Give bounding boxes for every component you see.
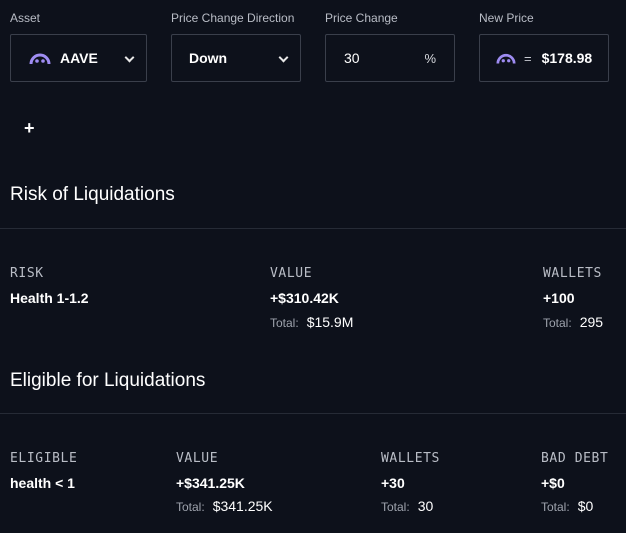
aave-ghost-icon [29, 53, 51, 64]
divider [0, 228, 626, 229]
total-label: Total: [381, 500, 410, 514]
price-change-label: Price Change [325, 11, 398, 25]
total-value: $341.25K [212, 498, 273, 514]
direction-value: Down [189, 50, 228, 66]
bad-debt-column-header: BAD DEBT [541, 451, 609, 466]
chevron-down-icon [124, 52, 135, 63]
percent-unit: % [424, 50, 436, 66]
eligible-column-header: ELIGIBLE [10, 451, 78, 466]
eligible-wallets: +30 [381, 475, 405, 491]
risk-section-title: Risk of Liquidations [10, 184, 175, 205]
risk-column-header: RISK [10, 266, 44, 281]
add-asset-button[interactable]: + [24, 118, 35, 138]
eligible-wallets-total: Total: 30 [381, 498, 433, 514]
wallets-column-header: WALLETS [543, 266, 602, 281]
risk-value: +$310.42K [270, 290, 339, 306]
aave-ghost-icon [496, 53, 516, 64]
risk-wallets-total: Total: 295 [543, 314, 603, 330]
total-label: Total: [270, 316, 299, 330]
eligible-level: health < 1 [10, 475, 75, 491]
risk-value-total: Total: $15.9M [270, 314, 353, 330]
eligible-bad-debt-total: Total: $0 [541, 498, 593, 514]
asset-select[interactable]: AAVE [10, 34, 147, 82]
direction-select[interactable]: Down [171, 34, 301, 82]
total-value: 295 [579, 314, 604, 330]
equals-sign: = [524, 50, 532, 66]
eligible-value: +$341.25K [176, 475, 245, 491]
direction-label: Price Change Direction [171, 11, 295, 25]
eligible-value-total: Total: $341.25K [176, 498, 273, 514]
price-change-input[interactable]: 30 % [325, 34, 455, 82]
price-change-value: 30 [344, 50, 360, 66]
risk-level: Health 1-1.2 [10, 290, 89, 306]
total-value: $0 [577, 498, 594, 514]
total-value: $15.9M [306, 314, 354, 330]
asset-label: Asset [10, 11, 41, 25]
new-price-label: New Price [479, 11, 534, 25]
eligible-section-title: Eligible for Liquidations [10, 370, 206, 391]
value-column-header: VALUE [176, 451, 219, 466]
total-label: Total: [176, 500, 205, 514]
wallets-column-header: WALLETS [381, 451, 440, 466]
asset-value: AAVE [60, 50, 98, 66]
divider [0, 413, 626, 414]
chevron-down-icon [278, 52, 289, 63]
risk-wallets: +100 [543, 290, 575, 306]
total-value: 30 [417, 498, 434, 514]
eligible-bad-debt: +$0 [541, 475, 565, 491]
new-price-value: $178.98 [541, 50, 593, 66]
total-label: Total: [541, 500, 570, 514]
total-label: Total: [543, 316, 572, 330]
new-price-field: = $178.98 [479, 34, 609, 82]
value-column-header: VALUE [270, 266, 313, 281]
